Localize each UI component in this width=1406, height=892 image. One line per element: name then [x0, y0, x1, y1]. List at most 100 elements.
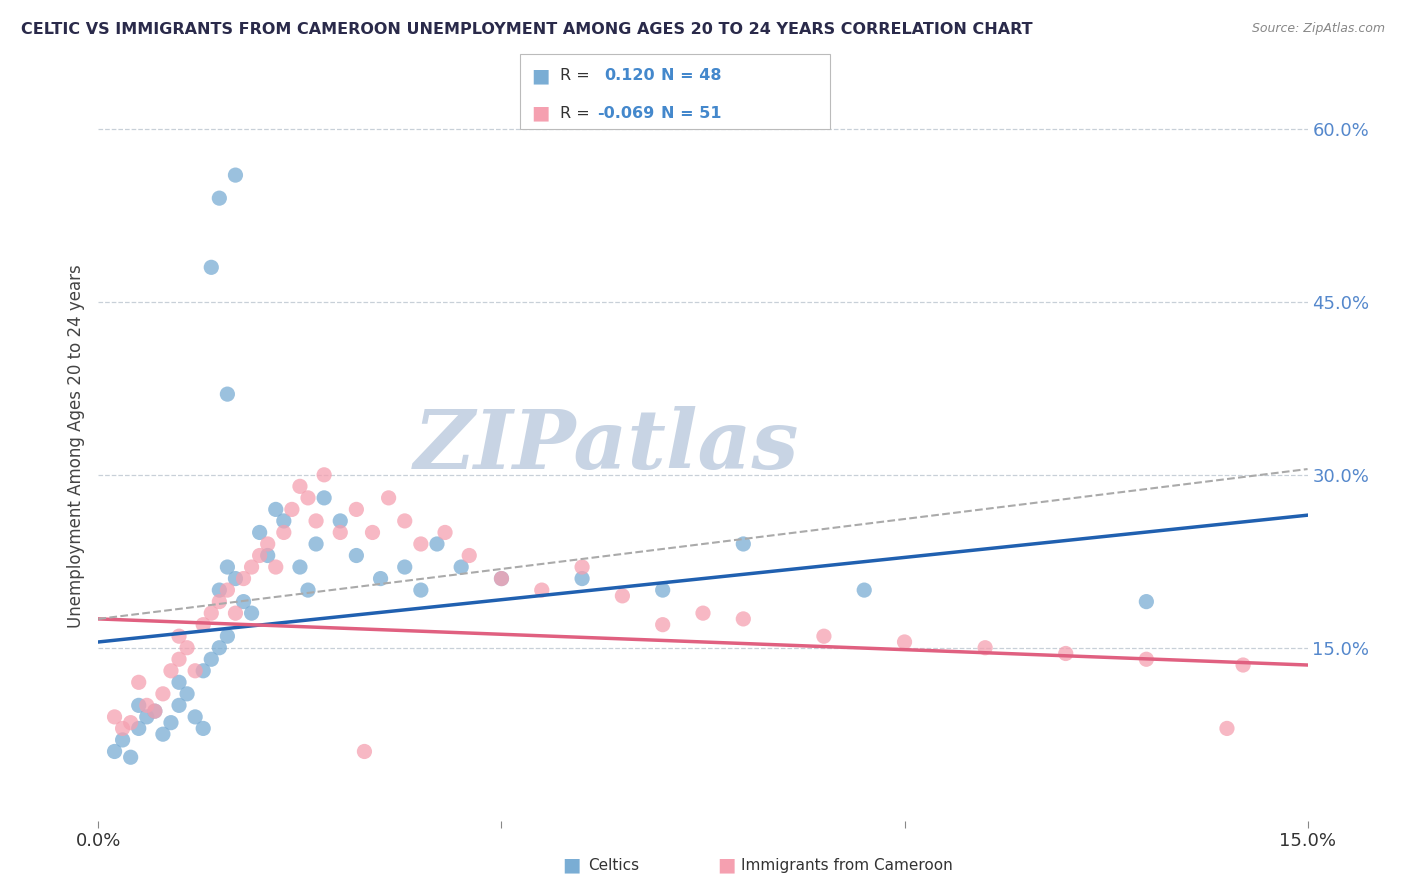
Point	[143, 704, 166, 718]
Text: 0.120: 0.120	[605, 69, 655, 83]
Point	[160, 664, 183, 678]
Text: CELTIC VS IMMIGRANTS FROM CAMEROON UNEMPLOYMENT AMONG AGES 20 TO 24 YEARS CORREL: CELTIC VS IMMIGRANTS FROM CAMEROON UNEMP…	[21, 22, 1033, 37]
Point	[361, 525, 384, 540]
Point	[256, 549, 278, 563]
Point	[208, 191, 231, 205]
Text: ■: ■	[717, 855, 735, 875]
Point	[651, 617, 673, 632]
Point	[120, 750, 142, 764]
Point	[193, 664, 215, 678]
Text: R =: R =	[560, 69, 589, 83]
Text: Immigrants from Cameroon: Immigrants from Cameroon	[741, 858, 953, 872]
Point	[314, 491, 336, 505]
Point	[353, 744, 375, 758]
Point	[1135, 594, 1157, 608]
Point	[813, 629, 835, 643]
Point	[152, 687, 174, 701]
Point	[426, 537, 449, 551]
Text: N = 48: N = 48	[661, 69, 721, 83]
Point	[103, 744, 125, 758]
Point	[288, 560, 311, 574]
Point	[329, 514, 352, 528]
Point	[1216, 722, 1239, 736]
Point	[217, 387, 239, 401]
Point	[264, 560, 287, 574]
Point	[135, 710, 157, 724]
Point	[200, 260, 222, 275]
Point	[377, 491, 399, 505]
Point	[193, 617, 215, 632]
Point	[143, 704, 166, 718]
Point	[128, 698, 150, 713]
Point	[329, 525, 352, 540]
Point	[167, 675, 190, 690]
Point	[240, 560, 263, 574]
Point	[232, 594, 254, 608]
Point	[128, 675, 150, 690]
Point	[297, 491, 319, 505]
Point	[651, 583, 673, 598]
Point	[450, 560, 472, 574]
Point	[184, 664, 207, 678]
Point	[305, 514, 328, 528]
Point	[314, 467, 336, 482]
Point	[491, 572, 513, 586]
Point	[692, 606, 714, 620]
Point	[1232, 658, 1254, 673]
Point	[344, 549, 367, 563]
Text: ■: ■	[531, 66, 550, 86]
Point	[160, 715, 183, 730]
Point	[152, 727, 174, 741]
Point	[893, 635, 915, 649]
Point	[1135, 652, 1157, 666]
Point	[288, 479, 311, 493]
Point	[167, 652, 190, 666]
Point	[184, 710, 207, 724]
Point	[264, 502, 287, 516]
Point	[344, 502, 367, 516]
Point	[1054, 647, 1077, 661]
Text: Celtics: Celtics	[588, 858, 638, 872]
Point	[370, 572, 392, 586]
Point	[240, 606, 263, 620]
Point	[128, 722, 150, 736]
Point	[612, 589, 634, 603]
Point	[297, 583, 319, 598]
Point	[200, 606, 222, 620]
Point	[176, 640, 198, 655]
Point	[853, 583, 876, 598]
Point	[120, 715, 142, 730]
Point	[167, 698, 190, 713]
Point	[217, 583, 239, 598]
Point	[193, 722, 215, 736]
Point	[224, 572, 246, 586]
Point	[232, 572, 254, 586]
Text: R =: R =	[560, 106, 589, 120]
Point	[208, 594, 231, 608]
Point	[409, 583, 432, 598]
Text: ZIPatlas: ZIPatlas	[413, 406, 799, 486]
Text: Source: ZipAtlas.com: Source: ZipAtlas.com	[1251, 22, 1385, 36]
Point	[176, 687, 198, 701]
Point	[273, 525, 295, 540]
Y-axis label: Unemployment Among Ages 20 to 24 years: Unemployment Among Ages 20 to 24 years	[66, 264, 84, 628]
Point	[394, 514, 416, 528]
Text: ■: ■	[562, 855, 581, 875]
Point	[974, 640, 997, 655]
Point	[273, 514, 295, 528]
Point	[458, 549, 481, 563]
Point	[103, 710, 125, 724]
Point	[111, 733, 134, 747]
Point	[135, 698, 157, 713]
Point	[167, 629, 190, 643]
Point	[491, 572, 513, 586]
Point	[217, 629, 239, 643]
Point	[224, 168, 246, 182]
Point	[733, 612, 755, 626]
Point	[571, 560, 593, 574]
Point	[249, 525, 271, 540]
Point	[409, 537, 432, 551]
Point	[434, 525, 457, 540]
Point	[394, 560, 416, 574]
Point	[217, 560, 239, 574]
